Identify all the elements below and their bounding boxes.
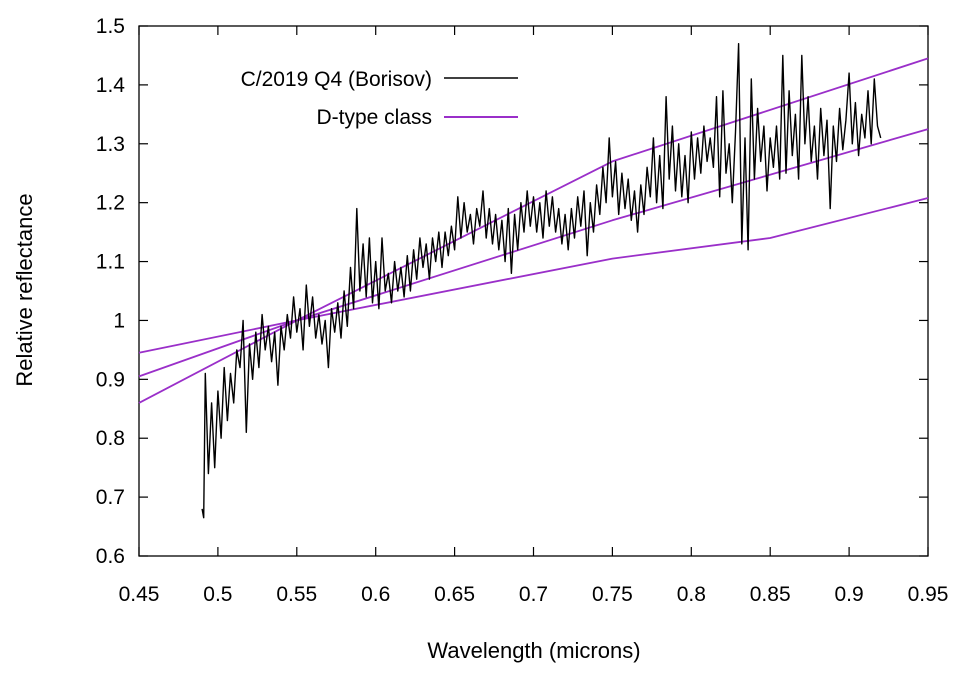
x-tick-label: 0.45 xyxy=(119,583,160,606)
x-tick-label: 0.55 xyxy=(276,583,317,606)
x-tick-labels: 0.45 0.5 0.55 0.6 0.65 0.7 0.75 0.8 0.85 0.9 0.95 xyxy=(119,583,949,606)
x-tick-label: 0.75 xyxy=(592,583,633,606)
y-tick-label: 0.9 xyxy=(96,368,125,391)
x-axis-title: Wavelength (microns) xyxy=(427,638,640,663)
y-tick-label: 1 xyxy=(113,309,125,332)
y-tick-label: 1.5 xyxy=(96,15,125,38)
y-tick-label: 1.3 xyxy=(96,133,125,156)
plot-frame xyxy=(138,25,929,557)
y-tick-label: 1.1 xyxy=(96,251,125,274)
legend-label-borisov: C/2019 Q4 (Borisov) xyxy=(241,68,432,91)
x-tick-label: 0.6 xyxy=(361,583,390,606)
x-tick-label: 0.7 xyxy=(519,583,548,606)
x-tick-label: 0.8 xyxy=(677,583,706,606)
y-axis-title: Relative reflectance xyxy=(12,193,37,386)
y-tick-label: 0.8 xyxy=(96,427,125,450)
x-tick-label: 0.9 xyxy=(834,583,863,606)
series-line-d-type xyxy=(138,197,929,354)
y-tick-label: 1.2 xyxy=(96,192,125,215)
y-tick-label: 0.7 xyxy=(96,486,125,509)
legend: C/2019 Q4 (Borisov) D-type class xyxy=(241,68,518,129)
y-tick-label: 0.6 xyxy=(96,545,125,568)
series-layer xyxy=(138,43,929,519)
series-line-d-type xyxy=(138,128,929,378)
axis-ticks xyxy=(138,25,929,557)
x-tick-label: 0.65 xyxy=(434,583,475,606)
y-tick-label: 1.4 xyxy=(96,74,126,97)
x-tick-label: 0.5 xyxy=(203,583,232,606)
legend-label-d-type: D-type class xyxy=(316,106,432,129)
plot-border xyxy=(138,25,929,557)
series-line-borisov xyxy=(201,43,882,519)
x-tick-label: 0.85 xyxy=(750,583,791,606)
y-tick-labels: 0.6 0.7 0.8 0.9 1 1.1 1.2 1.3 1.4 1.5 xyxy=(96,15,126,568)
x-tick-label: 0.95 xyxy=(908,583,949,606)
